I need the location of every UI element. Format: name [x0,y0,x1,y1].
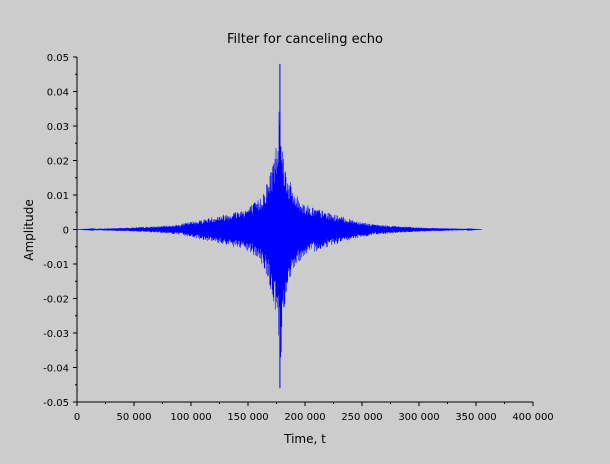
y-tick-label: 0.01 [47,191,69,202]
series-line [77,111,482,358]
y-tick-label: 0.04 [47,88,69,99]
y-tick-label: -0.02 [43,295,69,306]
y-tick-label: 0.03 [47,122,69,133]
x-axis-label: Time, t [283,432,326,446]
y-tick-label: -0.03 [43,329,69,340]
y-tick-label: -0.04 [43,364,69,375]
x-tick-label: 250 000 [341,412,382,423]
y-tick-label: -0.05 [43,398,69,409]
chart-title: Filter for canceling echo [227,32,383,47]
y-tick-label: 0 [63,226,69,237]
y-tick-label: 0.05 [47,53,69,64]
x-tick-label: 50 000 [117,412,152,423]
x-tick-label: 100 000 [170,412,211,423]
x-tick-label: 0 [74,412,80,423]
x-tick-label: 300 000 [398,412,439,423]
plot-area: -0.05 -0.04 -0.03 -0.02 -0.01 0 0.01 0.02 0.03 0.… [43,53,554,423]
x-tick-label: 400 000 [512,412,553,423]
y-axis-label: Amplitude [22,199,36,261]
y-tick-label: -0.01 [43,260,69,271]
x-tick-label: 350 000 [455,412,496,423]
x-tick-label: 200 000 [284,412,325,423]
y-tick-label: 0.02 [47,157,69,168]
x-tick-label: 150 000 [227,412,268,423]
